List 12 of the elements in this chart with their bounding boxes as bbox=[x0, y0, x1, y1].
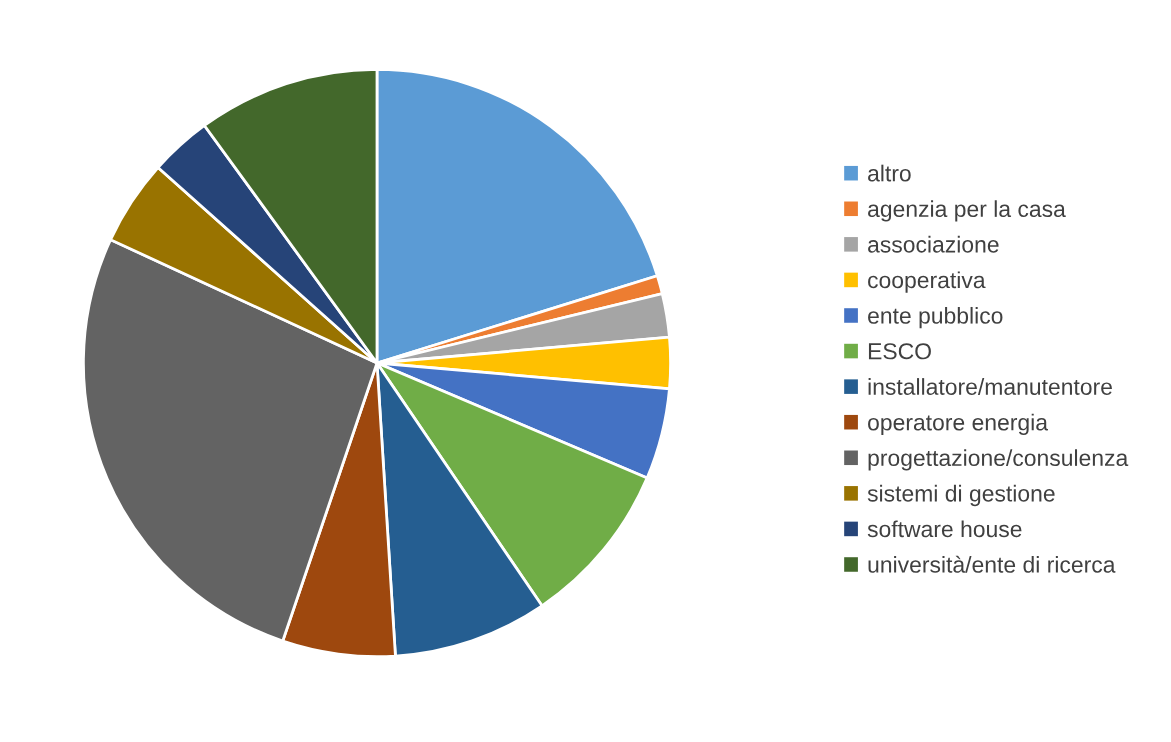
legend-label: agenzia per la casa bbox=[868, 200, 1066, 222]
legend-label: progettazione/consulenza bbox=[868, 449, 1129, 471]
legend-label: cooperativa bbox=[868, 271, 986, 293]
legend-label: operatore energia bbox=[868, 413, 1048, 436]
legend-label: software house bbox=[867, 520, 1022, 538]
legend-label: ESCO bbox=[868, 343, 931, 360]
legend-label: università/ente di ricerca bbox=[868, 555, 1116, 573]
legend-label: sistemi di gestione bbox=[867, 484, 1055, 507]
legend-label: installatore/manutentore bbox=[868, 378, 1112, 395]
legend-label: altro bbox=[868, 164, 911, 182]
legend-label: associazione bbox=[868, 235, 999, 253]
legend-label: ente pubblico bbox=[868, 306, 1003, 329]
